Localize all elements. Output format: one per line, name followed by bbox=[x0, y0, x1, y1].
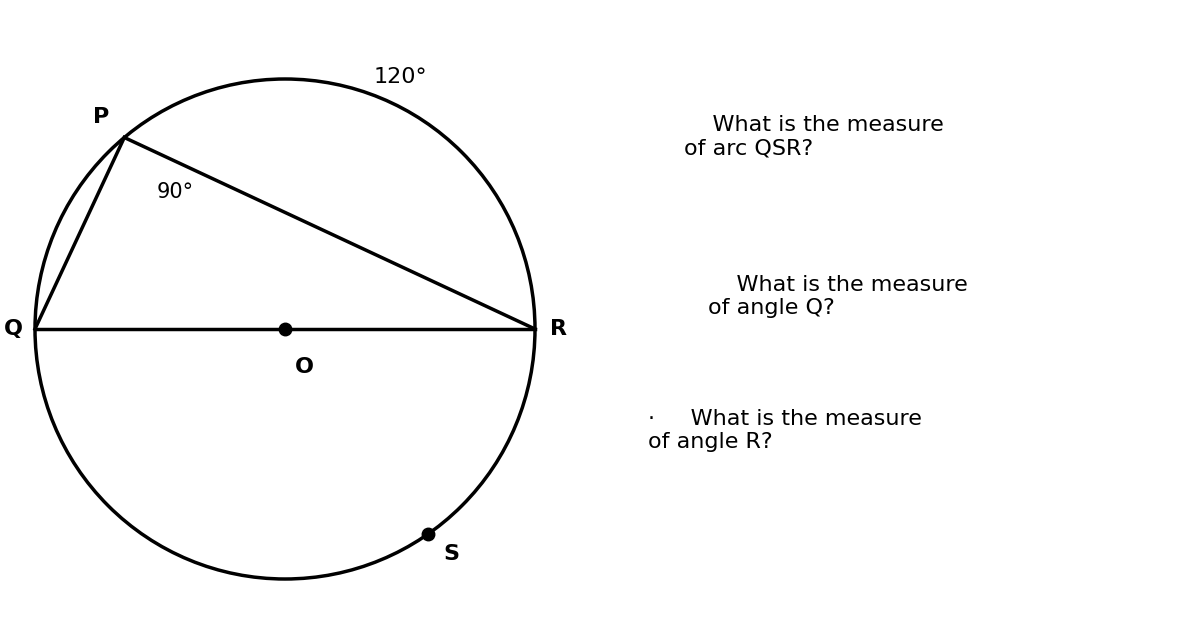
Text: O: O bbox=[295, 357, 314, 377]
Text: 120°: 120° bbox=[374, 68, 427, 88]
Text: Q: Q bbox=[4, 319, 23, 339]
Text: What is the measure
of angle Q?: What is the measure of angle Q? bbox=[708, 275, 967, 318]
Text: What is the measure
of arc QSR?: What is the measure of arc QSR? bbox=[684, 115, 943, 158]
Text: R: R bbox=[550, 319, 568, 339]
Text: P: P bbox=[94, 107, 109, 128]
Text: ·     What is the measure
of angle R?: · What is the measure of angle R? bbox=[648, 409, 922, 452]
Text: S: S bbox=[443, 544, 460, 564]
Text: 90°: 90° bbox=[156, 183, 193, 203]
